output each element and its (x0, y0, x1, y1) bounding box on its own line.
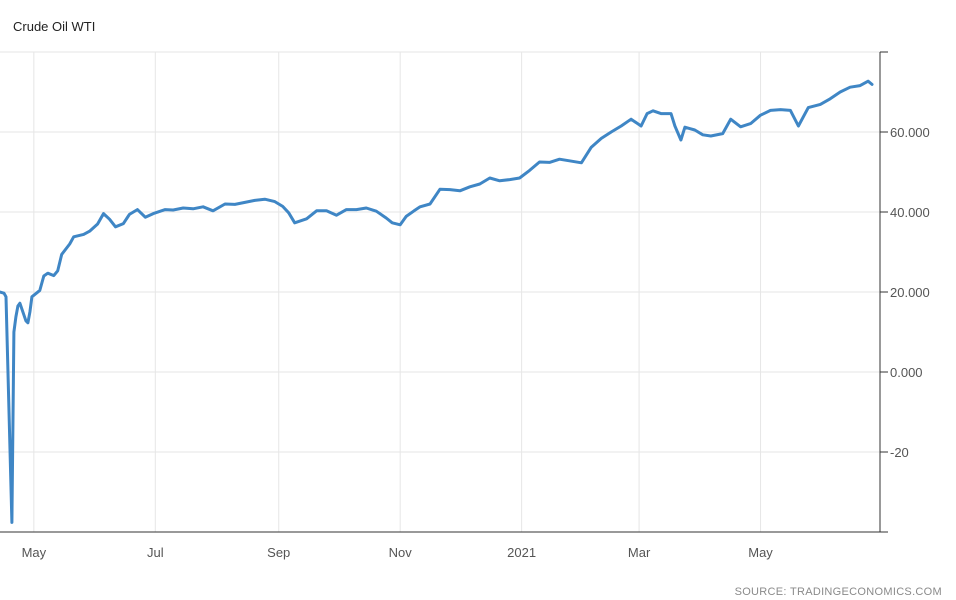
x-tick-label: Jul (147, 545, 164, 560)
y-tick-label: 60.000 (890, 125, 930, 140)
x-tick-label: Mar (628, 545, 651, 560)
series-group (0, 79, 874, 524)
y-tick-label: -20 (890, 445, 909, 460)
x-tick-label: Nov (389, 545, 413, 560)
x-axis-ticks: May Jul Sep Nov 2021 Mar May (22, 545, 774, 560)
chart-title: Crude Oil WTI (13, 19, 96, 34)
y-tick-label: 40.000 (890, 205, 930, 220)
y-axis (0, 51, 888, 533)
y-tick-label: 20.000 (890, 285, 930, 300)
series-line-crude-oil (0, 79, 874, 524)
x-tick-label: 2021 (507, 545, 536, 560)
x-tick-label: May (22, 545, 47, 560)
y-axis-ticks: 60.000 40.000 20.000 0.000 -20 (890, 125, 930, 460)
source-note: SOURCE: TRADINGECONOMICS.COM (734, 586, 942, 598)
chart-grid (0, 51, 880, 532)
x-tick-label: Sep (267, 545, 290, 560)
y-tick-label: 0.000 (890, 365, 923, 380)
x-tick-label: May (748, 545, 773, 560)
